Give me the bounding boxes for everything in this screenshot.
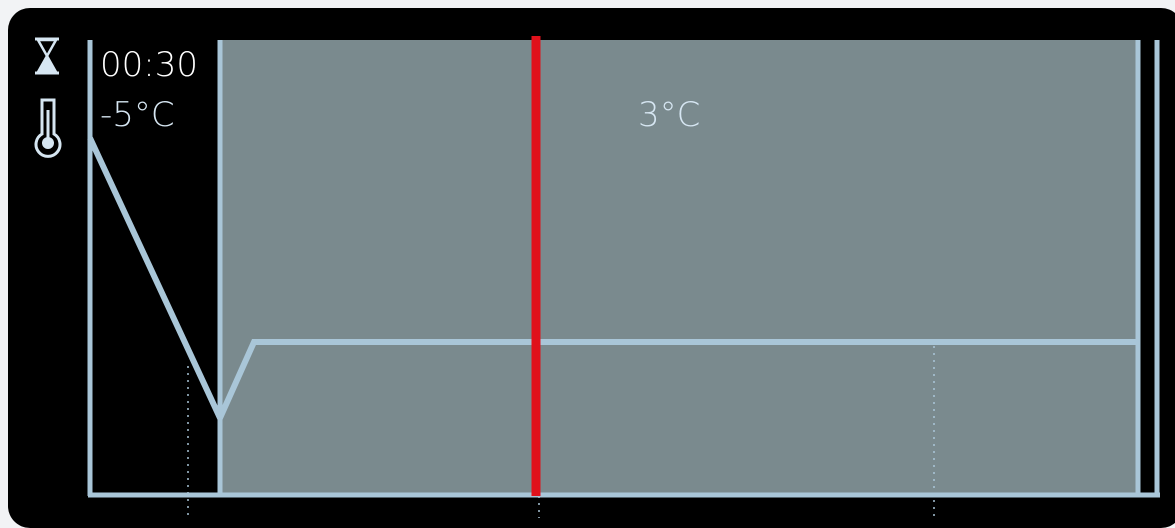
phase-area — [220, 40, 1140, 495]
hourglass-icon — [35, 37, 59, 75]
temperature-curve — [87, 136, 1138, 426]
thermometer-icon — [34, 98, 62, 158]
phase-temperature: 3°C — [638, 95, 701, 135]
timer-value: 00:30 — [100, 45, 198, 85]
display-screen: 00:30 -5°C 3°C — [8, 8, 1175, 528]
temperature-graph — [87, 36, 1160, 518]
start-temperature: -5°C — [100, 95, 175, 135]
